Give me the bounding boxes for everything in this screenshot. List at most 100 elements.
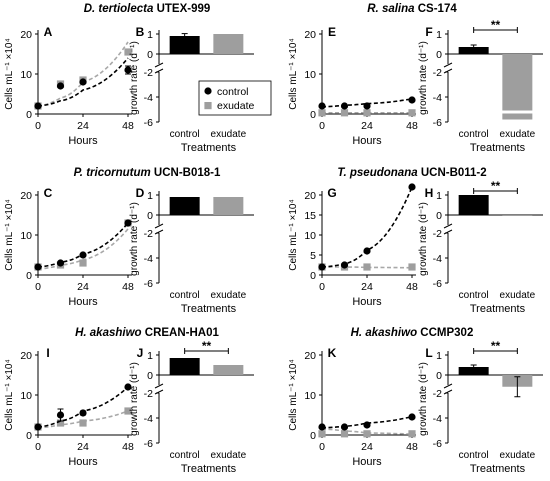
category-label: control xyxy=(459,129,489,140)
y-axis-label: growth rate (d⁻¹) xyxy=(418,202,429,276)
exudate-point xyxy=(408,263,416,271)
x-axis-label: Hours xyxy=(68,296,98,308)
x-tick-label: 0 xyxy=(35,441,41,453)
y-tick-label: -4 xyxy=(433,92,442,104)
category-label: control xyxy=(459,450,489,461)
control-point xyxy=(340,423,349,431)
y-tick-label: -6 xyxy=(144,117,153,129)
exudate-fit-line xyxy=(37,41,129,107)
control-point xyxy=(56,411,65,419)
exudate-point xyxy=(363,430,371,438)
control-bar xyxy=(169,197,200,215)
scatter-panel-K: 0 10 20 0 24 48 Hours Cells mL⁻¹ ×10⁴ K xyxy=(288,346,418,468)
control-point xyxy=(340,261,349,269)
legend-box xyxy=(198,80,272,116)
y-tick-label: -2 xyxy=(433,67,442,79)
y-tick-label: 0 xyxy=(26,270,32,282)
category-label: control xyxy=(459,290,489,301)
exudate-bar xyxy=(213,365,244,375)
exudate-point xyxy=(318,430,326,438)
exudate-point xyxy=(318,109,326,117)
y-axis-label: Cells mL⁻¹ ×10⁴ xyxy=(288,38,299,110)
y-tick-label: -2 xyxy=(433,388,442,400)
panel-letter: E xyxy=(328,25,336,39)
panel-letter: H xyxy=(425,186,434,200)
panel-letter: A xyxy=(44,25,53,39)
scatter-panel-I: 0 10 20 0 24 48 Hours Cells mL⁻¹ ×10⁴ I xyxy=(4,346,134,468)
y-tick-label: -6 xyxy=(433,438,442,450)
x-tick-label: 48 xyxy=(122,441,134,453)
x-axis-label: Hours xyxy=(352,135,382,147)
significance-mark: ** xyxy=(491,179,501,193)
y-tick-label: -4 xyxy=(433,253,442,265)
scatter-panel-C: 0 10 20 0 24 48 Hours Cells mL⁻¹ ×10⁴ C xyxy=(4,186,134,308)
y-tick-label: 1 xyxy=(436,29,442,41)
scatter-panel-E: 0 10 20 0 24 48 Hours Cells mL⁻¹ ×10⁴ E xyxy=(288,25,418,147)
legend-exudate-label: exudate xyxy=(217,100,255,112)
x-axis-label: Treatments xyxy=(181,142,237,154)
y-tick-label: -6 xyxy=(433,278,442,290)
x-axis-label: Hours xyxy=(352,296,382,308)
control-point xyxy=(363,102,371,110)
y-tick-label: 5 xyxy=(310,250,316,262)
category-label: exudate xyxy=(500,290,536,301)
axis-break-mark xyxy=(443,62,453,68)
exudate-bar xyxy=(213,34,244,54)
x-tick-label: 48 xyxy=(406,120,418,132)
control-point xyxy=(318,102,326,110)
scatter-panel-A: 0 10 20 0 24 48 Hours Cells mL⁻¹ ×10⁴ A xyxy=(4,25,134,147)
y-tick-label: -4 xyxy=(433,413,442,425)
panel-title: H. akashiwo CCMP302 xyxy=(351,327,474,339)
category-label: control xyxy=(170,129,200,140)
legend-exudate-marker xyxy=(204,102,212,110)
exudate-fit-line xyxy=(37,410,129,429)
x-tick-label: 24 xyxy=(361,441,373,453)
panel-letter: B xyxy=(136,25,145,39)
panel-letter: D xyxy=(136,186,145,200)
x-tick-label: 48 xyxy=(406,441,418,453)
control-point xyxy=(363,247,371,255)
panel-letter: J xyxy=(137,346,144,360)
axis-break-mark xyxy=(443,223,453,229)
y-tick-label: -2 xyxy=(144,228,153,240)
x-tick-label: 24 xyxy=(77,120,89,132)
legend-control-marker xyxy=(204,87,212,95)
x-tick-label: 0 xyxy=(35,281,41,293)
control-bar xyxy=(458,47,489,54)
category-label: control xyxy=(170,450,200,461)
panel-title: D. tertiolecta UTEX-999 xyxy=(84,3,211,15)
y-tick-label: 20 xyxy=(20,190,32,202)
y-tick-label: 0 xyxy=(436,370,442,382)
x-tick-label: 24 xyxy=(77,441,89,453)
y-tick-label: 15 xyxy=(304,210,316,222)
x-tick-label: 0 xyxy=(319,441,325,453)
y-tick-label: 20 xyxy=(20,350,32,362)
x-tick-label: 0 xyxy=(319,281,325,293)
control-point xyxy=(408,413,416,421)
y-axis-label: Cells mL⁻¹ ×10⁴ xyxy=(288,359,299,431)
exudate-fit-line xyxy=(37,228,129,270)
control-point xyxy=(363,421,371,429)
control-point xyxy=(79,251,87,259)
y-tick-label: 1 xyxy=(147,29,153,41)
x-tick-label: 24 xyxy=(361,120,373,132)
bar-break-stripe xyxy=(501,110,534,114)
exudate-point xyxy=(79,419,87,427)
x-tick-label: 24 xyxy=(361,281,373,293)
y-tick-label: -6 xyxy=(433,117,442,129)
axis-break-mark xyxy=(154,62,164,68)
x-axis-label: Treatments xyxy=(181,463,237,475)
axis-break-mark xyxy=(154,223,164,229)
axis-break-mark xyxy=(443,383,453,389)
y-tick-label: 0 xyxy=(147,370,153,382)
significance-mark: ** xyxy=(491,18,501,32)
x-tick-label: 48 xyxy=(122,120,134,132)
x-axis-label: Hours xyxy=(68,456,98,468)
y-tick-label: 10 xyxy=(304,390,316,402)
control-bar xyxy=(458,367,489,375)
